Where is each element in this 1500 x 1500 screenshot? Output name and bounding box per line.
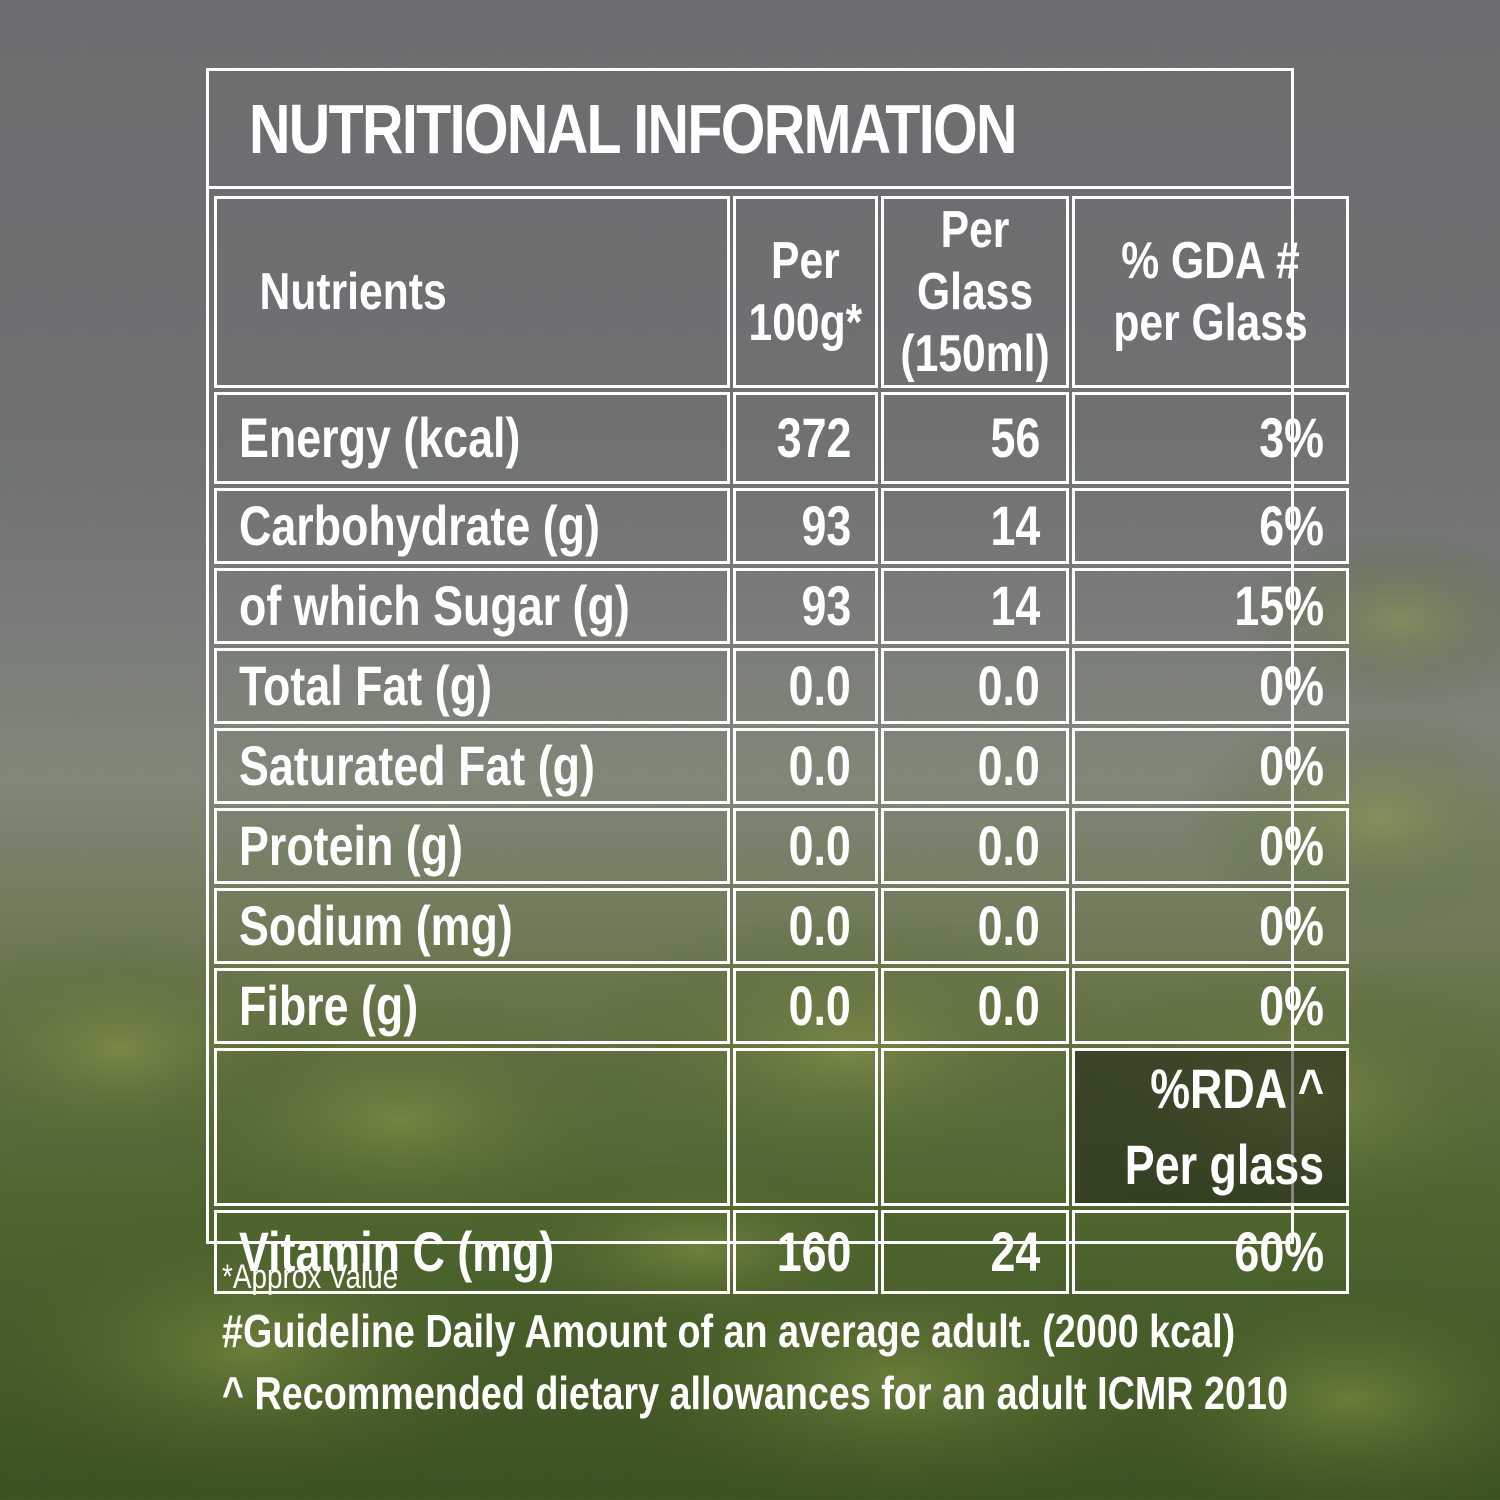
nutrient-name: Protein (g): [214, 808, 731, 884]
table-row: Protein (g) 0.0 0.0 0%: [214, 808, 1350, 884]
table-header-row: Nutrients Per 100g* Per Glass (150ml) % GD…: [214, 196, 1350, 388]
empty-cell: [733, 1048, 879, 1206]
nutrient-name: of which Sugar (g): [214, 568, 731, 644]
footnotes: *Approx Value #Guideline Daily Amount of…: [222, 1258, 1500, 1428]
nutrition-panel: NUTRITIONAL INFORMATION Nutrients Per 100…: [206, 68, 1350, 1294]
header-per-100g: Per 100g*: [733, 196, 879, 388]
gda-percent: 0%: [1072, 648, 1350, 724]
per-100g-value: 0.0: [733, 728, 879, 804]
per-glass-value: 0.0: [881, 888, 1070, 964]
nutrient-name: Sodium (mg): [214, 888, 731, 964]
nutrition-table: Nutrients Per 100g* Per Glass (150ml) % GD…: [211, 192, 1352, 1298]
per-100g-value: 0.0: [733, 808, 879, 884]
empty-cell: [214, 1048, 731, 1206]
per-100g-value: 0.0: [733, 968, 879, 1044]
header-nutrients: Nutrients: [214, 196, 731, 388]
rda-header-row: %RDA ^ Per glass: [214, 1048, 1350, 1206]
gda-percent: 0%: [1072, 888, 1350, 964]
per-glass-value: 0.0: [881, 808, 1070, 884]
per-100g-value: 0.0: [733, 888, 879, 964]
footnote-gda: #Guideline Daily Amount of an average ad…: [222, 1305, 1236, 1357]
empty-cell: [881, 1048, 1070, 1206]
nutrient-name: Energy (kcal): [214, 392, 731, 484]
footnote-approx: *Approx Value: [222, 1258, 399, 1296]
gda-percent: 6%: [1072, 488, 1350, 564]
per-100g-value: 160: [733, 1210, 879, 1294]
per-100g-value: 372: [733, 392, 879, 484]
gda-percent: 0%: [1072, 728, 1350, 804]
title-bar: NUTRITIONAL INFORMATION: [209, 71, 1291, 189]
table-row: Total Fat (g) 0.0 0.0 0%: [214, 648, 1350, 724]
nutrient-name: Fibre (g): [214, 968, 731, 1044]
footnote-rda: ^ Recommended dietary allowances for an …: [222, 1367, 1288, 1419]
rda-percent: 60%: [1072, 1210, 1350, 1294]
header-gda: % GDA # per Glass: [1072, 196, 1350, 388]
per-glass-value: 14: [881, 568, 1070, 644]
per-glass-value: 56: [881, 392, 1070, 484]
panel-title: NUTRITIONAL INFORMATION: [249, 90, 1018, 168]
nutrient-name: Saturated Fat (g): [214, 728, 731, 804]
table-row: Saturated Fat (g) 0.0 0.0 0%: [214, 728, 1350, 804]
table-row: Energy (kcal) 372 56 3%: [214, 392, 1350, 484]
table-row: of which Sugar (g) 93 14 15%: [214, 568, 1350, 644]
header-per-glass: Per Glass (150ml): [881, 196, 1070, 388]
per-glass-value: 14: [881, 488, 1070, 564]
nutrient-name: Total Fat (g): [214, 648, 731, 724]
per-100g-value: 0.0: [733, 648, 879, 724]
nutrient-name: Vitamin C (mg): [214, 1210, 731, 1294]
per-glass-value: 0.0: [881, 728, 1070, 804]
gda-percent: 3%: [1072, 392, 1350, 484]
per-100g-value: 93: [733, 568, 879, 644]
table-row: Vitamin C (mg) 160 24 60%: [214, 1210, 1350, 1294]
per-glass-value: 0.0: [881, 968, 1070, 1044]
per-glass-value: 24: [881, 1210, 1070, 1294]
rda-header: %RDA ^ Per glass: [1072, 1048, 1350, 1206]
table-row: Fibre (g) 0.0 0.0 0%: [214, 968, 1350, 1044]
per-100g-value: 93: [733, 488, 879, 564]
gda-percent: 0%: [1072, 808, 1350, 884]
nutrient-name: Carbohydrate (g): [214, 488, 731, 564]
table-row: Carbohydrate (g) 93 14 6%: [214, 488, 1350, 564]
gda-percent: 15%: [1072, 568, 1350, 644]
gda-percent: 0%: [1072, 968, 1350, 1044]
table-row: Sodium (mg) 0.0 0.0 0%: [214, 888, 1350, 964]
per-glass-value: 0.0: [881, 648, 1070, 724]
